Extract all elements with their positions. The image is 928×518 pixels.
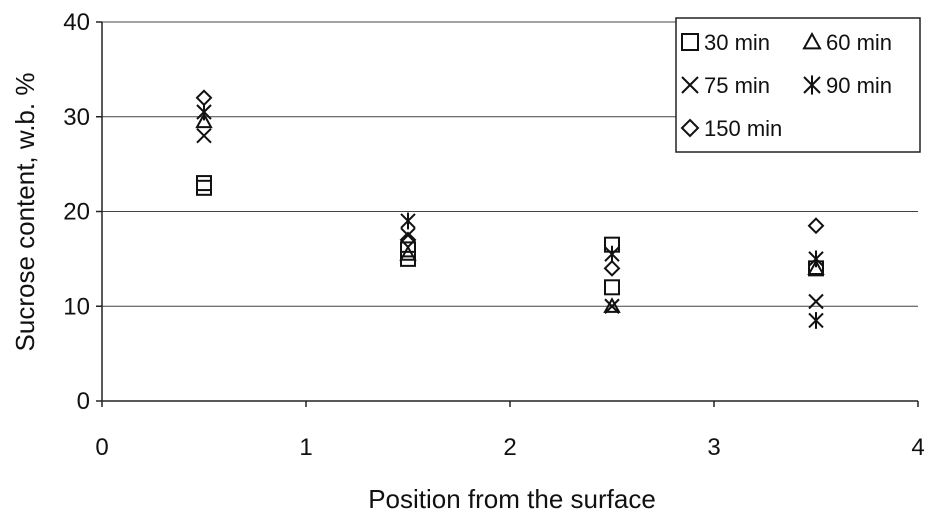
y-tick-label: 20	[63, 199, 90, 226]
data-point	[604, 245, 620, 263]
legend-box	[675, 17, 921, 153]
data-point	[399, 231, 417, 249]
legend: 30 min 60 min 75 min 90 min 150 min	[675, 17, 921, 153]
legend-marker	[803, 75, 821, 95]
x-tick-label: 3	[707, 434, 720, 461]
data-point	[196, 175, 212, 192]
legend-marker	[680, 118, 700, 138]
x-tick-label: 2	[503, 434, 516, 461]
y-tick-label: 40	[63, 9, 90, 36]
legend-marker	[681, 76, 699, 94]
data-point	[196, 103, 212, 121]
tick-labels: 0 10 20 30 40 0 1 2 3 4	[63, 9, 924, 461]
data-point	[399, 245, 417, 261]
data-point	[196, 179, 212, 196]
data-point	[604, 298, 620, 314]
x-axis-title: Position from the surface	[368, 484, 656, 514]
data-point	[808, 293, 824, 310]
data-point	[807, 259, 825, 275]
data-point	[195, 112, 213, 129]
x-tick-label: 4	[911, 434, 924, 461]
legend-label: 75 min	[704, 73, 770, 98]
y-tick-label: 30	[63, 104, 90, 131]
data-point	[400, 227, 416, 243]
data-point	[604, 279, 620, 296]
legend-marker	[802, 31, 822, 50]
data-point	[808, 312, 824, 329]
legend-marker	[681, 33, 699, 51]
data-point	[196, 127, 212, 144]
data-points	[195, 89, 825, 329]
x-tick-label: 1	[299, 434, 312, 461]
y-tick-label: 0	[77, 388, 90, 415]
legend-label: 60 min	[826, 30, 892, 55]
data-point	[807, 217, 825, 235]
data-point	[603, 297, 621, 313]
data-point	[400, 241, 416, 258]
data-point	[400, 212, 416, 230]
data-point	[195, 89, 213, 107]
legend-label: 150 min	[704, 116, 782, 141]
x-tick-label: 0	[95, 434, 108, 461]
legend-label: 30 min	[704, 30, 770, 55]
y-axis-title: Sucrose content, w.b. %	[10, 73, 40, 352]
y-tick-label: 10	[63, 293, 90, 320]
legend-label: 90 min	[826, 73, 892, 98]
data-point	[808, 250, 824, 268]
axes	[101, 22, 918, 402]
data-point	[603, 259, 621, 277]
